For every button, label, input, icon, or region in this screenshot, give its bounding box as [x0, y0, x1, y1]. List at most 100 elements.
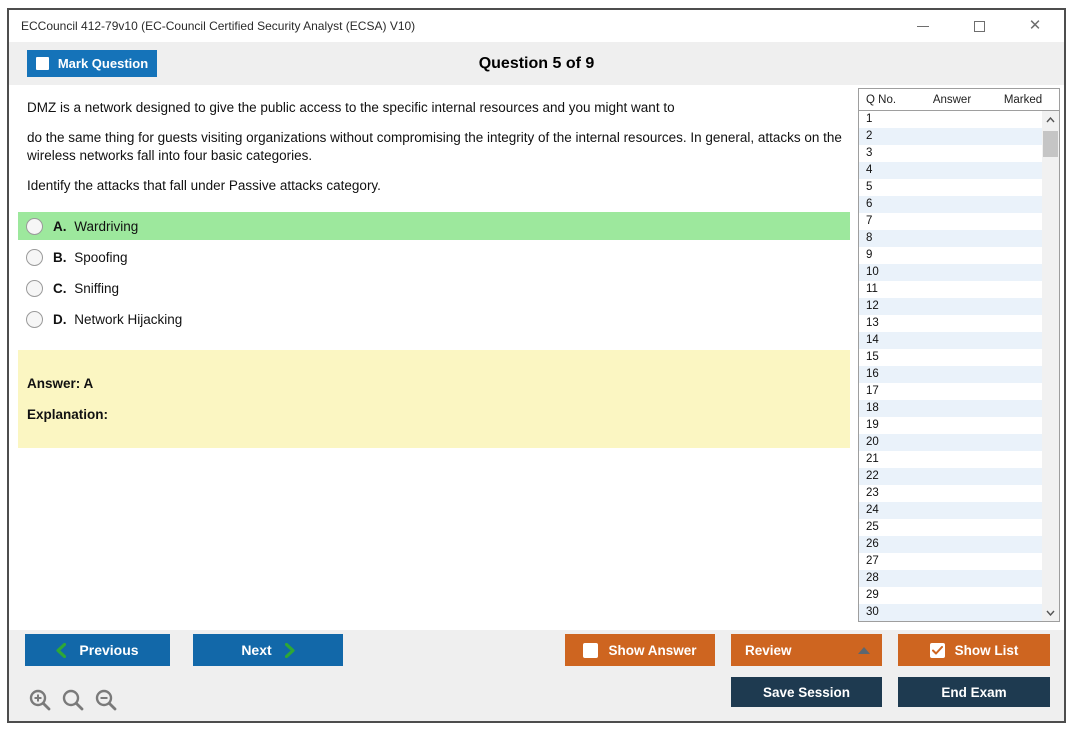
scroll-up-icon[interactable]: [1042, 111, 1059, 128]
cell-answer: [917, 111, 970, 128]
option-row-b[interactable]: B. Spoofing: [18, 243, 850, 271]
question-table-row[interactable]: 20: [859, 434, 1042, 451]
column-header-answer[interactable]: Answer: [932, 93, 972, 106]
question-table-row[interactable]: 14: [859, 332, 1042, 349]
question-table-row[interactable]: 19: [859, 417, 1042, 434]
maximize-icon: [973, 20, 985, 32]
cell-answer: [917, 247, 970, 264]
scroll-down-icon[interactable]: [1042, 604, 1059, 621]
sidebar-scrollbar[interactable]: [1042, 111, 1059, 621]
show-answer-button[interactable]: Show Answer: [565, 634, 715, 666]
cell-marked: [970, 247, 1042, 264]
question-table-row[interactable]: 18: [859, 400, 1042, 417]
zoom-in-icon[interactable]: [28, 688, 52, 712]
question-table-row[interactable]: 25: [859, 519, 1042, 536]
cell-marked: [970, 451, 1042, 468]
zoom-out-icon[interactable]: [94, 688, 118, 712]
question-table-row[interactable]: 4: [859, 162, 1042, 179]
footer: Previous Next Show Answer Review Show Li…: [9, 630, 1064, 721]
option-row-c[interactable]: C. Sniffing: [18, 274, 850, 302]
question-table-row[interactable]: 24: [859, 502, 1042, 519]
radio-icon[interactable]: [26, 310, 43, 328]
cell-answer: [917, 128, 970, 145]
cell-q_no: 6: [866, 198, 873, 210]
cell-answer: [917, 315, 970, 332]
question-table-row[interactable]: 1: [859, 111, 1042, 128]
cell-answer: [917, 417, 970, 434]
mark-question-button[interactable]: Mark Question: [27, 50, 157, 77]
question-table-row[interactable]: 8: [859, 230, 1042, 247]
question-table-row[interactable]: 27: [859, 553, 1042, 570]
cell-answer: [917, 604, 970, 621]
question-table-row[interactable]: 10: [859, 264, 1042, 281]
cell-marked: [970, 485, 1042, 502]
end-exam-button[interactable]: End Exam: [898, 677, 1050, 707]
close-button[interactable]: ✕: [1028, 17, 1042, 34]
previous-button[interactable]: Previous: [25, 634, 170, 666]
question-table-row[interactable]: 15: [859, 349, 1042, 366]
column-header-qno[interactable]: Q No.: [866, 93, 897, 106]
scrollbar-thumb[interactable]: [1043, 131, 1058, 157]
show-answer-checkbox-icon: [583, 642, 599, 658]
next-button[interactable]: Next: [193, 634, 343, 666]
option-row-a[interactable]: A. Wardriving: [18, 212, 850, 241]
question-table-row[interactable]: 26: [859, 536, 1042, 553]
cell-answer: [917, 383, 970, 400]
cell-marked: [970, 145, 1042, 162]
cell-marked: [970, 502, 1042, 519]
save-session-label: Save Session: [762, 684, 851, 700]
maximize-button[interactable]: [972, 19, 986, 33]
cell-marked: [970, 349, 1042, 366]
cell-answer: [917, 298, 970, 315]
cell-marked: [970, 264, 1042, 281]
question-table-row[interactable]: 16: [859, 366, 1042, 383]
cell-q_no: 24: [866, 504, 879, 516]
question-table-row[interactable]: 7: [859, 213, 1042, 230]
question-table-row[interactable]: 12: [859, 298, 1042, 315]
show-list-button[interactable]: Show List: [898, 634, 1050, 666]
cell-marked: [970, 213, 1042, 230]
question-table-row[interactable]: 30: [859, 604, 1042, 621]
cell-answer: [917, 213, 970, 230]
question-table-row[interactable]: 29: [859, 587, 1042, 604]
radio-icon[interactable]: [26, 279, 43, 297]
cell-marked: [970, 553, 1042, 570]
question-table-row[interactable]: 9: [859, 247, 1042, 264]
show-list-label: Show List: [954, 642, 1019, 658]
question-table-row[interactable]: 3: [859, 145, 1042, 162]
cell-answer: [917, 485, 970, 502]
question-table-row[interactable]: 5: [859, 179, 1042, 196]
question-table-row[interactable]: 2: [859, 128, 1042, 145]
cell-q_no: 13: [866, 317, 879, 329]
column-header-marked[interactable]: Marked: [1003, 93, 1043, 106]
radio-icon[interactable]: [26, 217, 43, 235]
cell-marked: [970, 400, 1042, 417]
cell-q_no: 21: [866, 453, 879, 465]
end-exam-label: End Exam: [941, 684, 1007, 700]
review-button[interactable]: Review: [731, 634, 882, 666]
zoom-reset-icon[interactable]: [61, 688, 85, 712]
radio-icon[interactable]: [26, 248, 43, 266]
save-session-button[interactable]: Save Session: [731, 677, 882, 707]
question-counter: Question 5 of 9: [478, 54, 595, 72]
minimize-button[interactable]: [916, 19, 930, 33]
cell-q_no: 18: [866, 402, 879, 414]
question-table-row[interactable]: 21: [859, 451, 1042, 468]
question-table-row[interactable]: 28: [859, 570, 1042, 587]
option-row-d[interactable]: D. Network Hijacking: [18, 305, 850, 333]
question-table-row[interactable]: 11: [859, 281, 1042, 298]
cell-marked: [970, 298, 1042, 315]
cell-q_no: 29: [866, 589, 879, 601]
question-table-row[interactable]: 6: [859, 196, 1042, 213]
question-table-row[interactable]: 17: [859, 383, 1042, 400]
close-icon: ✕: [1028, 17, 1042, 34]
cell-marked: [970, 111, 1042, 128]
question-table-row[interactable]: 22: [859, 468, 1042, 485]
cell-q_no: 19: [866, 419, 879, 431]
question-table-row[interactable]: 13: [859, 315, 1042, 332]
question-table-row[interactable]: 23: [859, 485, 1042, 502]
option-label: B. Spoofing: [53, 249, 128, 265]
cell-q_no: 15: [866, 351, 879, 363]
review-label: Review: [745, 642, 792, 658]
cell-q_no: 7: [866, 215, 873, 227]
